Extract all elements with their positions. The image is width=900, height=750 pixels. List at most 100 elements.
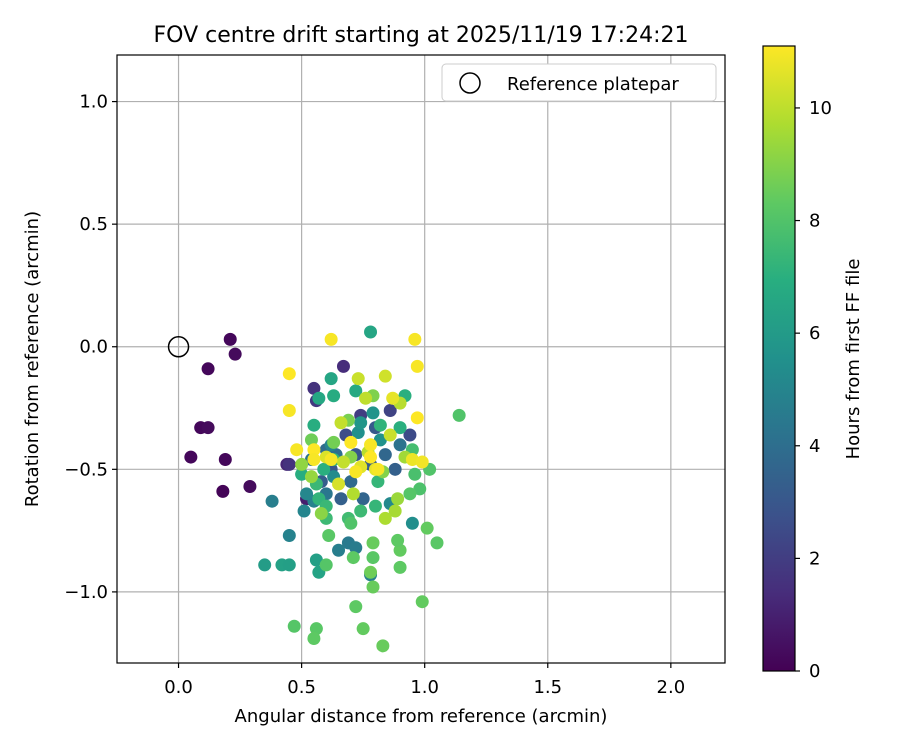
scatter-point [287,619,301,633]
y-tick-label: −0.5 [64,459,108,480]
scatter-point [336,359,350,373]
scatter-point [297,504,311,518]
scatter-point [304,470,318,484]
scatter-point [420,521,434,535]
scatter-point [364,438,378,452]
scatter-point [386,391,400,405]
scatter-point [307,381,321,395]
scatter-point [366,536,380,550]
scatter-point [371,475,385,489]
scatter-point [351,426,365,440]
legend: Reference platepar [441,63,717,102]
chart-title: FOV centre drift starting at 2025/11/19 … [154,23,689,48]
x-tick-label: 0.5 [287,677,316,698]
colorbar-tick-label: 10 [809,98,832,119]
legend-label: Reference platepar [507,74,679,95]
scatter-point [295,467,309,481]
scatter-point [334,492,348,506]
scatter-point [324,372,338,386]
y-tick-label: 0.0 [79,337,108,358]
axis-ticks: 0.0 0.5 1.0 1.5 2.0 1.0 0.5 0.0 −0.5 −1.0 [64,92,685,698]
scatter-point [265,494,279,508]
y-tick-label: 0.5 [79,214,108,235]
scatter-point [388,504,402,518]
scatter-point [356,622,370,636]
scatter-point [184,450,198,464]
x-tick-label: 1.0 [410,677,439,698]
scatter-point [364,450,378,464]
scatter-point [413,482,427,496]
scatter-point [307,631,321,645]
scatter-point [415,455,429,469]
scatter-point [346,487,360,501]
y-tick-label: −1.0 [64,582,108,603]
scatter-point [307,453,321,467]
colorbar-frame [762,45,796,672]
scatter-point [201,362,215,376]
scatter-point [258,558,272,572]
scatter-point [364,325,378,339]
scatter-point [368,499,382,513]
scatter-point [403,428,417,442]
colorbar-tick-label: 4 [809,436,820,457]
colorbar-tick-label: 8 [809,211,820,232]
legend-reference-marker [459,72,481,94]
scatter-point [383,403,397,417]
scatter-point [364,565,378,579]
scatter-point [351,372,365,386]
scatter-point [344,516,358,530]
scatter-point [309,553,323,567]
scatter-point [366,406,380,420]
scatter-point [324,453,338,467]
scatter-point [327,389,341,403]
scatter-point [410,359,424,373]
colorbar [763,46,795,671]
scatter-point [405,453,419,467]
scatter-point [336,455,350,469]
scatter-point [410,411,424,425]
scatter-point [366,551,380,565]
scatter-point [282,367,296,381]
scatter-point [319,558,333,572]
scatter-point [317,462,331,476]
scatter-point [282,403,296,417]
scatter-point [378,369,392,383]
scatter-point [290,443,304,457]
x-axis-label: Angular distance from reference (arcmin) [235,706,608,727]
y-tick-label: 1.0 [79,92,108,113]
legend-box [441,63,717,102]
scatter-point [415,595,429,609]
scatter-point [403,487,417,501]
scatter-point [349,465,363,479]
scatter-point [430,536,444,550]
scatter-point [452,408,466,422]
scatter-point [324,332,338,346]
scatter-point [322,529,336,543]
scatter-point [201,421,215,435]
scatter-point [373,418,387,432]
reference-marker-layer [167,335,190,358]
scatter-point [366,580,380,594]
scatter-point [349,600,363,614]
scatter-point [334,416,348,430]
x-tick-label: 2.0 [657,677,686,698]
scatter-point [378,448,392,462]
scatter-point [228,347,242,361]
scatter-point [349,384,363,398]
scatter-point [393,438,407,452]
scatter-point [376,639,390,653]
scatter-point [282,457,296,471]
colorbar-tick-label: 0 [809,661,820,682]
scatter-point [408,467,422,481]
y-axis-label: Rotation from reference (arcmin) [22,211,43,507]
scatter-points [184,325,466,653]
scatter-point [344,435,358,449]
scatter-point [346,551,360,565]
scatter-point [405,516,419,530]
x-tick-label: 1.5 [533,677,562,698]
scatter-point [349,541,363,555]
grid-lines [117,55,725,663]
scatter-point [332,477,346,491]
scatter-point [307,443,321,457]
scatter-point [393,560,407,574]
